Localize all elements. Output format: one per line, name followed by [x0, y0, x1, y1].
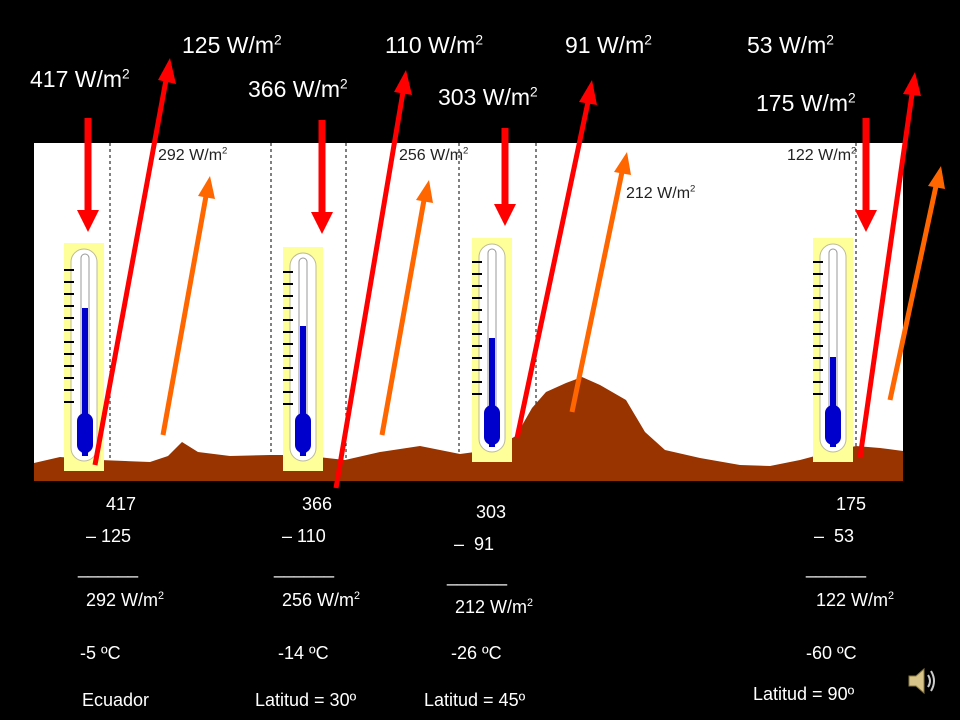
- col-90-place: Latitud = 90º: [753, 684, 855, 704]
- speaker-icon[interactable]: [906, 664, 940, 703]
- thermometer-90: [813, 238, 853, 462]
- col-45-out: – 91: [454, 534, 495, 554]
- col-equator-result: 292 W/m2: [86, 590, 165, 610]
- col-45-result: 212 W/m2: [455, 597, 534, 617]
- thermometer-equator: [64, 243, 104, 471]
- col-90-temp: -60 ºC: [806, 643, 857, 663]
- col-30-rule: ______: [274, 558, 335, 578]
- surface-arrowhead-equator: [198, 176, 215, 199]
- incoming-label-90: 175 W/m2: [756, 90, 856, 116]
- incoming-label-equator: 417 W/m2: [30, 66, 130, 92]
- incoming-arrowhead-30: [311, 212, 333, 234]
- surface-arrows: [160, 152, 945, 436]
- col-45-in: 303: [476, 502, 507, 522]
- incoming-arrowhead-equator: [77, 210, 99, 232]
- col-30-place: Latitud = 30º: [255, 690, 357, 710]
- col-equator-in: 417: [106, 494, 137, 514]
- outgoing-label-30: 110 W/m2: [385, 32, 484, 58]
- surface-arrow-45: [569, 171, 625, 413]
- col-90-result: 122 W/m2: [816, 590, 895, 610]
- outgoing-arrowhead-30: [394, 70, 412, 95]
- outgoing-arrow-30: [333, 91, 406, 489]
- col-30-in: 366: [302, 494, 333, 514]
- thermometer-45: [472, 238, 512, 462]
- outgoing-arrows: [92, 58, 921, 489]
- col-30-result: 256 W/m2: [282, 590, 361, 610]
- col-90-in: 175: [836, 494, 867, 514]
- outgoing-label-90: 53 W/m2: [747, 32, 834, 58]
- incoming-arrows: [77, 118, 877, 234]
- diagram-panel: [34, 143, 903, 481]
- col-30-temp: -14 ºC: [278, 643, 329, 663]
- surface-arrowhead-45: [614, 152, 631, 175]
- net-label-equator: 292 W/m2: [158, 145, 228, 164]
- col-equator-place: Ecuador: [82, 690, 150, 710]
- surface-arrow-90: [887, 185, 939, 401]
- col-45-rule: ______: [447, 566, 508, 586]
- col-45-place: Latitud = 45º: [424, 690, 526, 710]
- surface-arrowhead-30: [416, 180, 433, 203]
- outgoing-arrowhead-45: [579, 80, 597, 105]
- outgoing-arrow-equator: [92, 79, 169, 466]
- net-label-30: 256 W/m2: [399, 145, 469, 164]
- surface-arrow-30: [379, 199, 427, 436]
- surface-arrow-equator: [160, 195, 209, 436]
- incoming-arrowhead-90: [855, 210, 877, 232]
- outgoing-arrowhead-90: [903, 72, 921, 96]
- incoming-arrowhead-45: [494, 204, 516, 226]
- column-separators: [109, 143, 857, 481]
- net-label-45: 212 W/m2: [626, 183, 696, 202]
- outgoing-label-45: 91 W/m2: [565, 32, 652, 58]
- outgoing-arrowhead-equator: [158, 58, 176, 84]
- col-30-out: – 110: [282, 526, 326, 546]
- ground-profile: [34, 377, 903, 481]
- outgoing-arrow-45: [514, 101, 591, 439]
- col-90-rule: ______: [806, 558, 867, 578]
- incoming-label-45: 303 W/m2: [438, 84, 538, 110]
- net-label-90: 122 W/m2: [787, 145, 857, 164]
- outgoing-label-equator: 125 W/m2: [182, 32, 282, 58]
- incoming-label-30: 366 W/m2: [248, 76, 348, 102]
- outgoing-arrow-90: [857, 93, 915, 459]
- thermometer-30: [283, 247, 323, 471]
- surface-arrowhead-90: [928, 166, 945, 189]
- col-45-temp: -26 ºC: [451, 643, 502, 663]
- col-equator-temp: -5 ºC: [80, 643, 121, 663]
- col-equator-out: – 125: [86, 526, 132, 546]
- col-90-out: – 53: [814, 526, 855, 546]
- col-equator-rule: ______: [78, 558, 139, 578]
